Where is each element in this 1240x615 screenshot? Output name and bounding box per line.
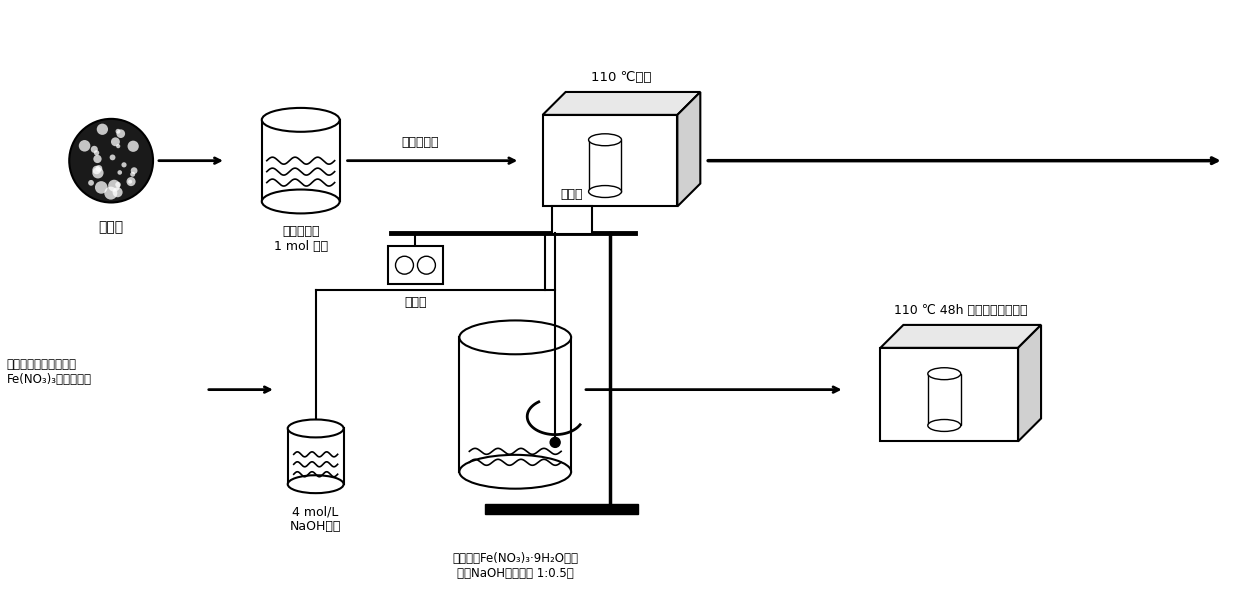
Circle shape [130,172,135,177]
Text: 110 ℃烘干: 110 ℃烘干 [591,71,652,84]
Polygon shape [388,246,444,284]
Text: 纯化硅藻土中加入适量
Fe(NO₃)₃溶液，搅拌: 纯化硅藻土中加入适量 Fe(NO₃)₃溶液，搅拌 [6,358,92,386]
Ellipse shape [288,419,343,437]
Circle shape [108,180,120,192]
Polygon shape [543,115,677,207]
Circle shape [130,167,138,174]
Text: 4 mol/L
NaOH溶液: 4 mol/L NaOH溶液 [290,505,341,533]
Polygon shape [543,92,701,115]
Circle shape [110,137,120,146]
Circle shape [92,165,100,174]
Ellipse shape [928,419,961,432]
Text: 去离子水洗: 去离子水洗 [402,136,439,149]
Circle shape [88,180,94,186]
Circle shape [115,182,120,188]
Ellipse shape [459,320,572,354]
Polygon shape [589,140,621,191]
Ellipse shape [589,186,621,197]
Circle shape [113,187,123,197]
Text: 调节器: 调节器 [404,296,427,309]
Ellipse shape [589,134,621,146]
Circle shape [122,162,126,167]
Text: 搅拌器: 搅拌器 [560,188,583,202]
Circle shape [115,129,120,133]
Circle shape [396,256,413,274]
Circle shape [91,146,98,153]
Polygon shape [288,429,343,484]
Ellipse shape [459,455,572,489]
Circle shape [93,155,102,163]
Polygon shape [928,374,961,426]
Circle shape [117,129,125,138]
Polygon shape [1018,325,1042,442]
Circle shape [418,256,435,274]
Circle shape [117,144,120,148]
Ellipse shape [288,475,343,493]
Polygon shape [459,338,572,472]
Circle shape [128,180,133,184]
Circle shape [126,177,135,186]
Polygon shape [880,325,1042,348]
Polygon shape [485,504,637,514]
Ellipse shape [928,368,961,379]
Polygon shape [262,120,340,202]
Circle shape [118,170,122,175]
Circle shape [95,181,108,194]
Ellipse shape [262,108,340,132]
Text: 硅藻土与Fe(NO₃)₃·9H₂O溶液
（与NaOH摩尔比为 1:0.5）: 硅藻土与Fe(NO₃)₃·9H₂O溶液 （与NaOH摩尔比为 1:0.5） [453,552,578,580]
Circle shape [128,141,139,152]
Text: 硅藻土浸泡
1 mol 盐酸: 硅藻土浸泡 1 mol 盐酸 [274,225,327,253]
Text: 110 ℃ 48h 烘干，过筛，保存: 110 ℃ 48h 烘干，过筛，保存 [894,304,1028,317]
Circle shape [92,167,104,178]
Polygon shape [552,207,591,234]
Ellipse shape [262,189,340,213]
Circle shape [79,140,91,151]
Polygon shape [880,348,1018,442]
Circle shape [551,437,560,447]
Circle shape [104,186,118,200]
Polygon shape [677,92,701,207]
Circle shape [109,154,115,161]
Circle shape [94,150,99,156]
Circle shape [97,124,108,135]
Circle shape [95,165,102,172]
Text: 硅藻土: 硅藻土 [98,220,124,234]
Circle shape [69,119,153,202]
